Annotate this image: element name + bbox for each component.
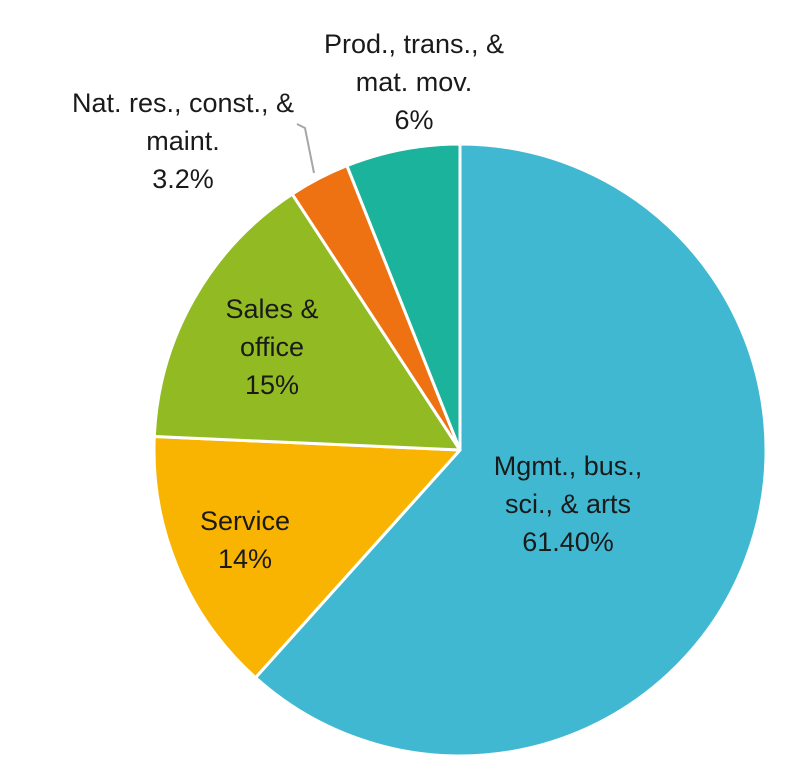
slice-label-3: Nat. res., const., & maint. 3.2% [72, 88, 294, 194]
slice-category-label: Prod., trans., & [324, 29, 504, 59]
slice-value-label: 14% [218, 544, 272, 574]
pie-slice-4 [345, 142, 462, 452]
slice-category-label: Sales & [225, 294, 318, 324]
pie-slice-2 [152, 192, 462, 452]
slice-category-label: maint. [146, 126, 220, 156]
leader-lines [296, 123, 315, 174]
pie-slice-0 [254, 142, 768, 758]
slice-label-0: Mgmt., bus., sci., & arts 61.40% [494, 451, 643, 557]
slice-category-label: office [240, 332, 304, 362]
slice-category-label: mat. mov. [356, 67, 473, 97]
slice-value-label: 15% [245, 370, 299, 400]
slice-label-4: Prod., trans., & mat. mov. 6% [324, 29, 504, 135]
leader-line-3 [296, 123, 315, 174]
slice-value-label: 3.2% [152, 164, 214, 194]
slice-value-label: 6% [394, 105, 433, 135]
slice-label-2: Sales & office 15% [225, 294, 318, 400]
slice-category-label: Nat. res., const., & [72, 88, 294, 118]
slice-value-label: 61.40% [522, 527, 614, 557]
slice-category-label: Mgmt., bus., [494, 451, 643, 481]
pie-slices [152, 142, 768, 758]
slice-category-label: sci., & arts [505, 489, 631, 519]
pie-slice-1 [152, 434, 462, 680]
slice-label-1: Service 14% [200, 506, 290, 574]
slice-category-label: Service [200, 506, 290, 536]
slice-labels: Mgmt., bus., sci., & arts 61.40% Service 14%… [72, 29, 642, 574]
